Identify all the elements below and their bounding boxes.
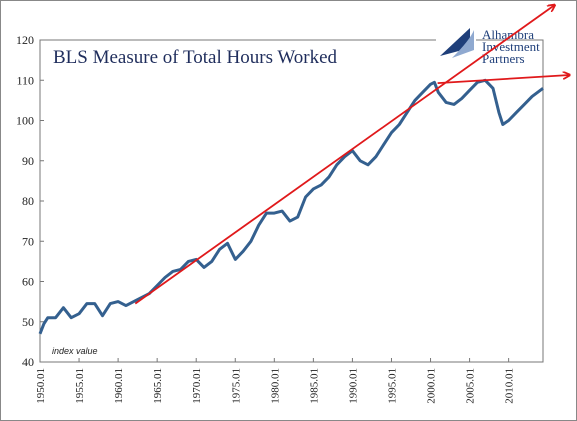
x-tick-label: 1975.01 [230, 368, 242, 404]
x-tick-label: 1980.01 [269, 368, 281, 404]
x-tick-label: 1950.01 [35, 368, 47, 404]
y-tick-label: 50 [22, 315, 34, 329]
logo-text: Investment [482, 39, 540, 54]
trend-line [437, 75, 570, 84]
x-tick-label: 2005.01 [465, 368, 477, 404]
x-tick-label: 2000.01 [426, 368, 438, 404]
logo: Alhambra Investment Partners [436, 26, 540, 66]
logo-text: Alhambra [482, 27, 534, 42]
line [38, 78, 544, 335]
y-tick-label: 120 [16, 33, 34, 47]
y-tick-label: 110 [16, 73, 34, 87]
y-tick-label: 40 [22, 355, 34, 369]
x-tick-label: 1990.01 [347, 368, 359, 404]
y-tick-label: 60 [22, 275, 34, 289]
logo-mark [452, 30, 474, 58]
y-tick-label: 80 [22, 194, 34, 208]
x-tick-label: 1995.01 [386, 368, 398, 404]
x-tick-label: 1970.01 [191, 368, 203, 404]
x-tick-label: 1960.01 [113, 368, 125, 404]
y-tick-label: 70 [22, 234, 34, 248]
x-tick-label: 1955.01 [74, 368, 86, 404]
x-tick-label: 2010.01 [504, 368, 516, 404]
x-tick-label: 1965.01 [152, 368, 164, 404]
y-tick-label: 100 [16, 114, 34, 128]
trend-line [134, 5, 554, 305]
y-tick-label: 90 [22, 154, 34, 168]
x-tick-label: 1985.01 [308, 368, 320, 404]
annotation: index value [52, 346, 98, 356]
logo-text: Partners [482, 51, 525, 66]
chart-title: BLS Measure of Total Hours Worked [53, 47, 338, 68]
